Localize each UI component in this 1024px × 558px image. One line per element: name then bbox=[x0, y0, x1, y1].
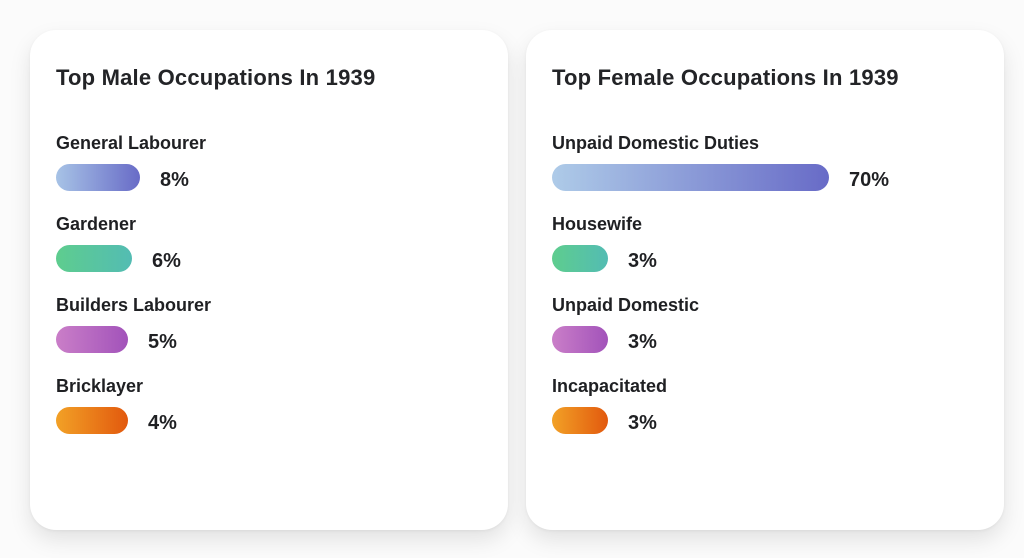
bar-line: 4% bbox=[56, 407, 482, 434]
page-background: Top Male Occupations In 1939 General Lab… bbox=[30, 30, 1004, 530]
occupation-bar bbox=[552, 164, 829, 191]
bar-line: 6% bbox=[56, 245, 482, 272]
occupation-label: Incapacitated bbox=[552, 376, 668, 396]
female-occupations-card: Top Female Occupations In 1939 Unpaid Do… bbox=[526, 30, 1004, 530]
occupation-row: General Labourer 8% bbox=[56, 132, 482, 191]
bar-line: 8% bbox=[56, 164, 482, 191]
occupation-bar bbox=[56, 326, 128, 353]
occupation-bar bbox=[552, 407, 608, 434]
occupation-bar bbox=[56, 245, 132, 272]
occupation-value: 5% bbox=[148, 331, 177, 353]
bar-line: 3% bbox=[552, 407, 978, 434]
bar-line: 70% bbox=[552, 164, 978, 191]
occupation-row: Builders Labourer 5% bbox=[56, 294, 482, 353]
occupation-label: Unpaid Domestic bbox=[552, 295, 700, 315]
occupation-row: Housewife 3% bbox=[552, 213, 978, 272]
occupation-bar bbox=[552, 326, 608, 353]
occupation-value: 3% bbox=[628, 331, 657, 353]
occupation-row: Bricklayer 4% bbox=[56, 375, 482, 434]
male-card-title: Top Male Occupations In 1939 bbox=[56, 65, 376, 90]
occupation-value: 3% bbox=[628, 250, 657, 272]
bar-line: 5% bbox=[56, 326, 482, 353]
occupation-bar bbox=[56, 164, 140, 191]
occupation-row: Unpaid Domestic 3% bbox=[552, 294, 978, 353]
female-card-title: Top Female Occupations In 1939 bbox=[552, 65, 899, 90]
occupation-value: 3% bbox=[628, 412, 657, 434]
occupation-value: 4% bbox=[148, 412, 177, 434]
occupation-row: Incapacitated 3% bbox=[552, 375, 978, 434]
occupation-label: Unpaid Domestic Duties bbox=[552, 133, 760, 153]
occupation-bar bbox=[552, 245, 608, 272]
occupation-bar bbox=[56, 407, 128, 434]
occupation-value: 70% bbox=[849, 169, 890, 191]
male-occupations-card: Top Male Occupations In 1939 General Lab… bbox=[30, 30, 508, 530]
occupation-label: Housewife bbox=[552, 214, 643, 234]
occupation-label: General Labourer bbox=[56, 133, 207, 153]
occupation-label: Builders Labourer bbox=[56, 295, 212, 315]
occupation-value: 6% bbox=[152, 250, 181, 272]
occupation-label: Bricklayer bbox=[56, 376, 144, 396]
bar-line: 3% bbox=[552, 245, 978, 272]
bar-line: 3% bbox=[552, 326, 978, 353]
occupation-row: Unpaid Domestic Duties 70% bbox=[552, 132, 978, 191]
occupation-label: Gardener bbox=[56, 214, 137, 234]
occupation-row: Gardener 6% bbox=[56, 213, 482, 272]
occupation-value: 8% bbox=[160, 169, 189, 191]
